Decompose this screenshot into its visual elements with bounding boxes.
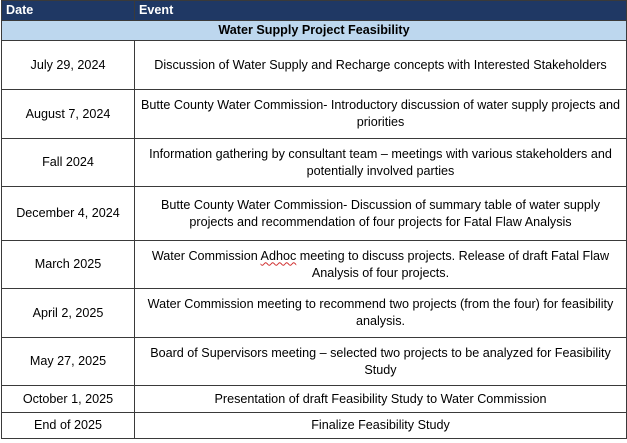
table-row: October 1, 2025 Presentation of draft Fe… [1, 385, 627, 413]
section-title: Water Supply Project Feasibility [1, 20, 627, 41]
table-row: End of 2025 Finalize Feasibility Study [1, 412, 627, 439]
table-row: March 2025 Water Commission Adhoc meetin… [1, 240, 627, 289]
table-header-row: Date Event [1, 0, 627, 21]
spellcheck-flagged-word: Adhoc [260, 248, 297, 263]
row-date: April 2, 2025 [1, 288, 135, 338]
table-row: Fall 2024 Information gathering by consu… [1, 138, 627, 187]
event-column-header: Event [134, 0, 627, 21]
section-header-row: Water Supply Project Feasibility [1, 20, 627, 41]
row-event: Discussion of Water Supply and Recharge … [134, 40, 627, 90]
table-row: July 29, 2024 Discussion of Water Supply… [1, 40, 627, 90]
row-date: March 2025 [1, 240, 135, 289]
row-date: August 7, 2024 [1, 89, 135, 139]
row-event: Board of Supervisors meeting – selected … [134, 337, 627, 386]
row-event: Butte County Water Commission- Introduct… [134, 89, 627, 139]
row-event: Water Commission Adhoc meeting to discus… [134, 240, 627, 289]
table-row: May 27, 2025 Board of Supervisors meetin… [1, 337, 627, 386]
row-date: May 27, 2025 [1, 337, 135, 386]
row-event: Water Commission meeting to recommend tw… [134, 288, 627, 338]
row-event: Presentation of draft Feasibility Study … [134, 385, 627, 413]
row-event: Butte County Water Commission- Discussio… [134, 186, 627, 241]
row-event-text-after: meeting to discuss projects. Release of … [296, 248, 610, 280]
row-date: July 29, 2024 [1, 40, 135, 90]
table-row: August 7, 2024 Butte County Water Commis… [1, 89, 627, 139]
row-date: End of 2025 [1, 412, 135, 439]
table-row: December 4, 2024 Butte County Water Comm… [1, 186, 627, 241]
row-date: December 4, 2024 [1, 186, 135, 241]
date-column-header: Date [1, 0, 135, 21]
table-row: April 2, 2025 Water Commission meeting t… [1, 288, 627, 338]
row-event: Finalize Feasibility Study [134, 412, 627, 439]
row-event-text-before: Water Commission [151, 248, 261, 263]
row-date: Fall 2024 [1, 138, 135, 187]
row-date: October 1, 2025 [1, 385, 135, 413]
row-event: Information gathering by consultant team… [134, 138, 627, 187]
